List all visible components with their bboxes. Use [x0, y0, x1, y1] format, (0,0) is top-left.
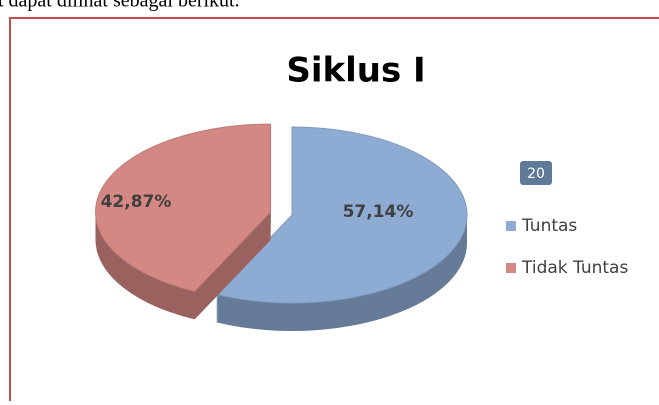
slice: [215, 126, 468, 304]
page-badge-box: [520, 161, 552, 185]
legend-swatch: [506, 221, 516, 231]
document-text: t dapat dilihat sebagai berikut.: [0, 0, 240, 12]
data-label: 42,87%: [101, 192, 172, 212]
data-label: 57,14%: [343, 202, 414, 222]
slice: [95, 123, 272, 292]
page-badge: 20: [527, 166, 545, 182]
legend-swatch: [506, 263, 516, 273]
legend-label: Tidak Tuntas: [521, 258, 628, 278]
chart-title: Siklus I: [286, 51, 425, 91]
legend-label: Tuntas: [521, 216, 577, 236]
